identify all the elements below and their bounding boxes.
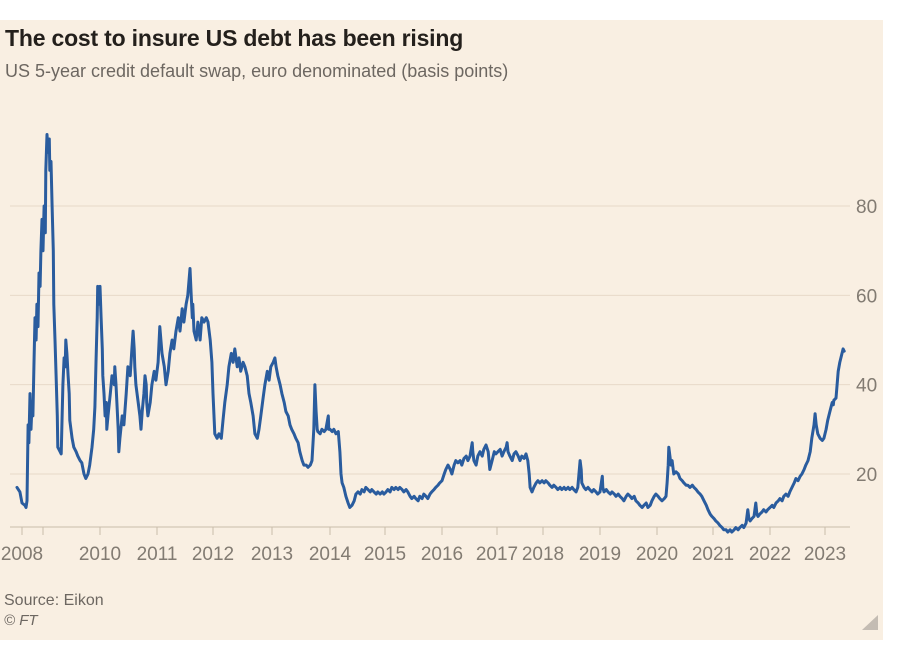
y-tick-label: 20 <box>856 465 877 486</box>
x-tick-label: 2010 <box>79 544 121 565</box>
x-tick-label: 2013 <box>251 544 293 565</box>
ft-copyright: © FT <box>4 612 38 629</box>
x-tick-label: 2021 <box>692 544 734 565</box>
x-tick-label: 2016 <box>421 544 463 565</box>
x-tick-label: 2023 <box>804 544 846 565</box>
series-line <box>15 133 846 534</box>
y-tick-label: 40 <box>856 376 877 397</box>
x-tick-label: 2022 <box>749 544 791 565</box>
chart-card: The cost to insure US debt has been risi… <box>0 20 883 640</box>
x-tick-label: 2012 <box>192 544 234 565</box>
y-tick-label: 80 <box>856 197 877 218</box>
x-tick-label: 2011 <box>137 544 178 565</box>
x-tick-label: 2015 <box>364 544 406 565</box>
chart-subtitle: US 5-year credit default swap, euro deno… <box>5 61 509 81</box>
source-label: Source: Eikon <box>4 592 104 609</box>
resize-handle-icon[interactable] <box>862 615 878 630</box>
x-tick-label: 2008 <box>1 544 43 565</box>
x-tick-label: 2020 <box>636 544 678 565</box>
x-tick-label: 2014 <box>309 544 352 565</box>
cds-line-chart: 20 40 60 80 2008 2010 2011 2012 2013 2014 2015 2016… <box>1 133 878 630</box>
chart-title: The cost to insure US debt has been risi… <box>5 25 464 51</box>
y-tick-label: 60 <box>856 286 877 307</box>
x-tick-label: 2017 <box>476 544 518 565</box>
x-tick-label: 2019 <box>579 544 621 565</box>
x-tick-label: 2018 <box>522 544 564 565</box>
